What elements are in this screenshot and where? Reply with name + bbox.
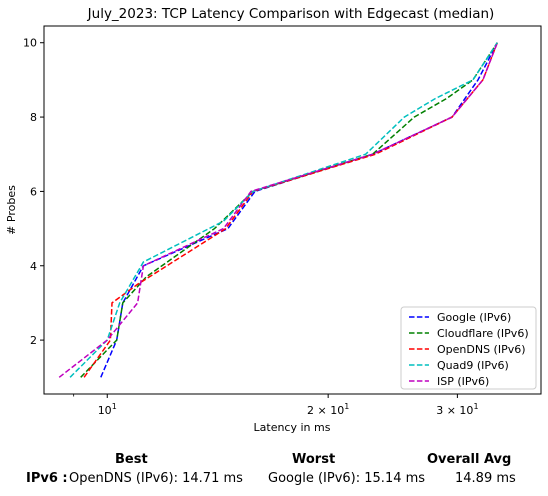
y-tick-label: 4 xyxy=(30,260,37,273)
best-value: OpenDNS (IPv6): 14.71 ms xyxy=(69,471,243,486)
worst-value: Google (IPv6): 15.14 ms xyxy=(268,471,426,486)
overall-header: Overall Avg xyxy=(427,452,512,467)
y-tick-label: 10 xyxy=(23,37,37,50)
x-tick-label: 2 × 101 xyxy=(307,402,349,417)
legend-label: ISP (IPv6) xyxy=(437,375,489,388)
plot-frame xyxy=(43,25,542,395)
y-tick-label: 6 xyxy=(30,185,37,198)
x-tick-label: 101 xyxy=(98,402,117,417)
worst-header: Worst xyxy=(292,452,336,467)
series-layer xyxy=(58,42,498,378)
chart-title: July_2023: TCP Latency Comparison with E… xyxy=(87,6,495,22)
series-line-1 xyxy=(100,42,498,378)
series-line-5 xyxy=(58,42,498,378)
y-tick-label: 8 xyxy=(30,111,37,124)
x-tick-label: 3 × 101 xyxy=(436,402,478,417)
legend-box xyxy=(400,306,537,390)
legend-label: Quad9 (IPv6) xyxy=(437,359,509,372)
overall-value: 14.89 ms xyxy=(455,471,516,486)
series-line-3 xyxy=(83,42,498,378)
legend-label: OpenDNS (IPv6) xyxy=(437,343,526,356)
ipv6-row-label: IPv6 : xyxy=(26,471,68,486)
y-axis: 2 4 6 8 10 xyxy=(23,37,44,347)
y-axis-label: # Probes xyxy=(5,185,18,235)
x-axis: 101 2 × 101 3 × 101 xyxy=(73,394,479,417)
series-line-4 xyxy=(69,42,498,378)
x-axis-label: Latency in ms xyxy=(254,421,331,434)
legend: Google (IPv6) Cloudflare (IPv6) OpenDNS (I… xyxy=(400,306,537,390)
y-tick-label: 2 xyxy=(30,334,37,347)
best-header: Best xyxy=(115,452,148,467)
legend-label: Google (IPv6) xyxy=(437,311,511,324)
legend-label: Cloudflare (IPv6) xyxy=(437,327,529,340)
